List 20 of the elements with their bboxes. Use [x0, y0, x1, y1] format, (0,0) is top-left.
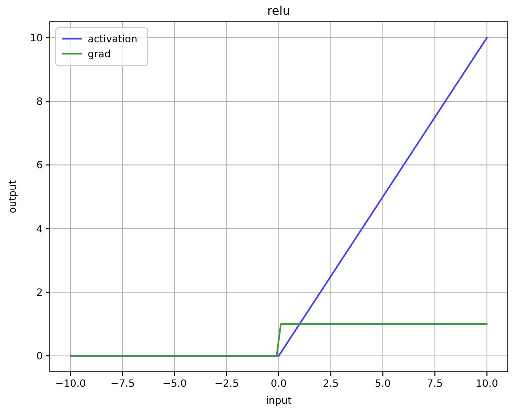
x-tick-label: 0.0	[271, 379, 287, 390]
chart-title: relu	[268, 4, 290, 18]
x-tick-label: −10.0	[55, 379, 86, 390]
x-tick-label: 5.0	[375, 379, 392, 390]
x-tick-label: 10.0	[476, 379, 498, 390]
x-tick-label: −7.5	[110, 379, 136, 390]
y-tick-label: 10	[30, 33, 43, 44]
x-axis-title: input	[266, 396, 292, 407]
y-tick-label: 4	[36, 224, 43, 236]
y-tick-label: 8	[36, 97, 43, 108]
x-tick-label: 2.5	[323, 379, 339, 390]
legend-label: grad	[88, 50, 111, 60]
legend-label: activation	[88, 34, 138, 46]
y-tick-label: 0	[36, 352, 43, 363]
x-tick-label: −5.0	[162, 379, 188, 390]
y-tick-label: 2	[36, 288, 43, 299]
x-tick-label: −2.5	[214, 379, 240, 390]
y-axis-title: output	[8, 180, 19, 214]
y-tick-label: 6	[36, 160, 43, 172]
x-tick-label: 7.5	[427, 379, 444, 390]
